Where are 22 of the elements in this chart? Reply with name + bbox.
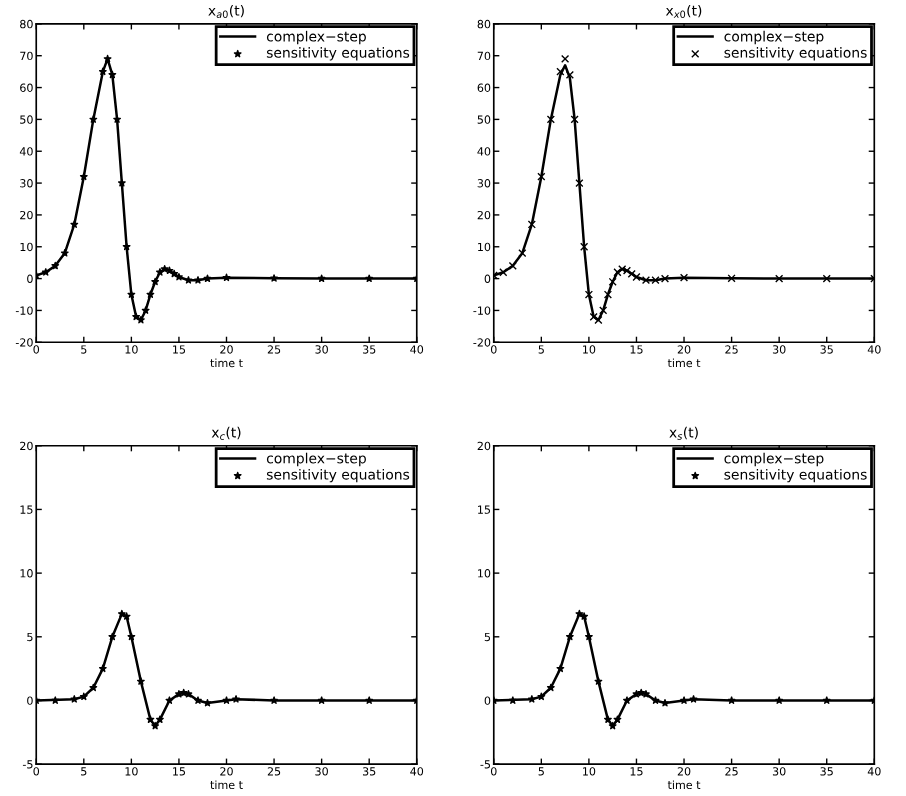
point — [594, 315, 603, 325]
point — [575, 178, 584, 188]
point — [518, 249, 527, 258]
point — [775, 274, 784, 283]
point — [527, 220, 536, 229]
point — [727, 274, 736, 283]
point — [627, 269, 636, 278]
point — [603, 290, 613, 299]
point — [679, 273, 689, 282]
point — [599, 306, 608, 315]
point — [589, 312, 598, 321]
point — [822, 274, 831, 283]
point — [608, 277, 617, 286]
point — [618, 264, 627, 274]
point — [499, 268, 508, 277]
point — [546, 115, 555, 124]
point — [580, 242, 589, 251]
point — [537, 172, 546, 181]
point — [561, 54, 570, 64]
point — [584, 290, 593, 299]
point — [508, 261, 517, 270]
point — [570, 115, 579, 124]
